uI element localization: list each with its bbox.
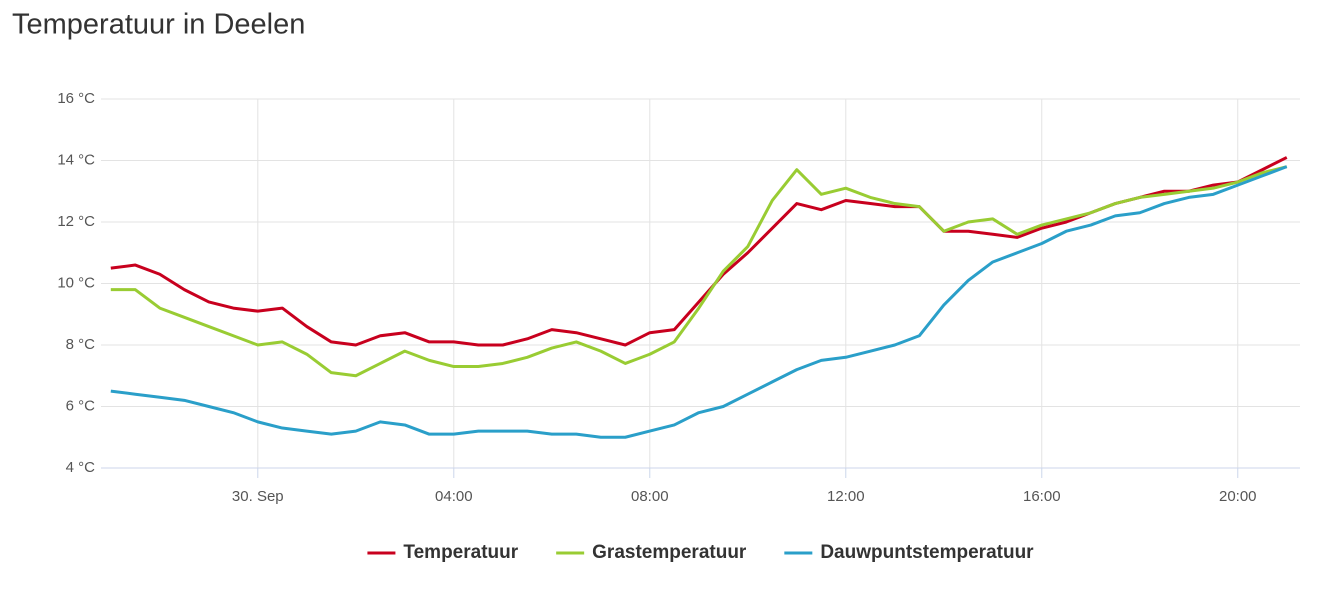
y-tick-label: 4 °C xyxy=(66,459,96,476)
y-tick-label: 12 °C xyxy=(57,213,95,230)
legend: Temperatuur Grastemperatuur Dauwpuntstempe… xyxy=(367,542,1034,563)
series-line xyxy=(110,165,1288,378)
x-tick-label: 12:00 xyxy=(827,488,865,505)
y-tick-label: 14 °C xyxy=(57,151,95,168)
series-line xyxy=(110,165,1288,439)
x-tick-label: 08:00 xyxy=(631,488,669,505)
x-tick-label: 04:00 xyxy=(435,488,473,505)
y-tick-label: 8 °C xyxy=(66,336,96,353)
y-tick-label: 16 °C xyxy=(57,90,95,107)
series-line xyxy=(110,156,1288,347)
chart-title: Temperatuur in Deelen xyxy=(12,9,305,41)
y-tick-label: 10 °C xyxy=(57,274,95,291)
y-tick-label: 6 °C xyxy=(66,397,96,414)
legend-label: Grastemperatuur xyxy=(592,542,747,563)
legend-label: Dauwpuntstemperatuur xyxy=(820,542,1034,563)
x-tick-label: 20:00 xyxy=(1219,488,1257,505)
legend-label: Temperatuur xyxy=(403,542,518,563)
x-tick-label: 30. Sep xyxy=(232,488,284,505)
x-tick-label: 16:00 xyxy=(1023,488,1061,505)
